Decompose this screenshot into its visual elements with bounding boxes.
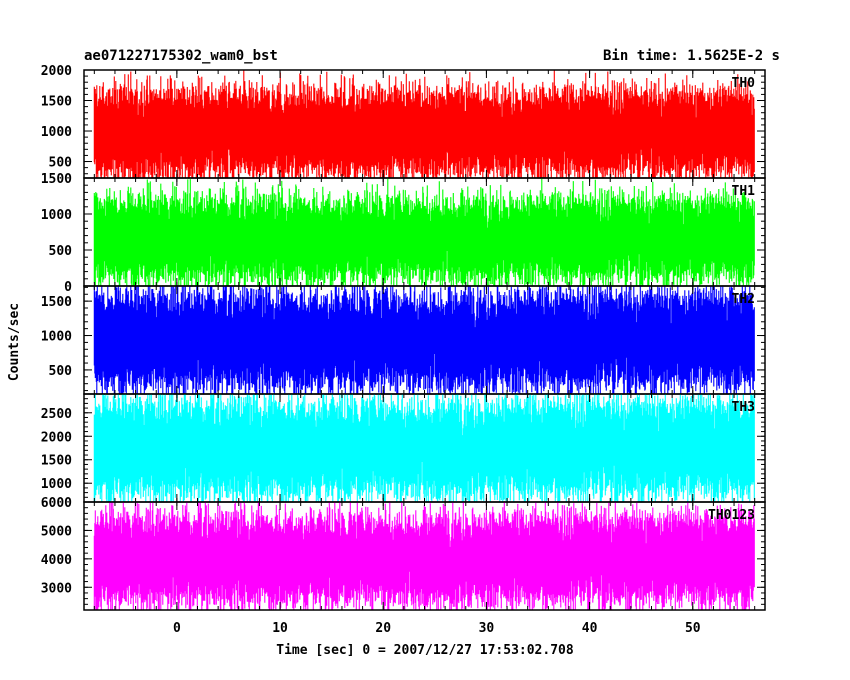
x-tick-label: 10	[272, 621, 288, 636]
x-axis-label: Time [sec] 0 = 2007/12/27 17:53:02.708	[276, 643, 574, 658]
y-tick-label: 4000	[41, 553, 72, 568]
y-tick-label: 1000	[41, 125, 72, 140]
panel-label-th3: TH3	[732, 400, 755, 415]
y-tick-label: 2000	[41, 430, 72, 445]
y-axis-label: Counts/sec	[7, 303, 22, 381]
y-tick-label: 1000	[41, 477, 72, 492]
y-tick-label: 1500	[41, 172, 72, 187]
y-tick-label: 1500	[41, 454, 72, 469]
panel-th1: 0 500 1000 1500 TH1	[41, 172, 766, 295]
y-tick-label: 500	[49, 156, 73, 171]
y-tick-label: 500	[49, 244, 73, 259]
y-tick-label: 1000	[41, 330, 72, 345]
y-tick-label: 6000	[41, 496, 72, 511]
x-tick-label: 40	[582, 621, 598, 636]
y-tick-label: 1500	[41, 95, 72, 110]
y-tick-label: 5000	[41, 524, 72, 539]
y-tick-label: 500	[49, 364, 73, 379]
series-th1	[93, 178, 755, 286]
y-tick-label: 2500	[41, 407, 72, 422]
x-tick-label: 30	[479, 621, 495, 636]
y-tick-label: 2000	[41, 64, 72, 79]
series-th0	[93, 70, 755, 178]
x-tick-label: 50	[685, 621, 701, 636]
panel-label-th0: TH0	[732, 76, 756, 91]
x-axis: 0 10 20 30 40 50	[173, 621, 701, 636]
y-tick-label: 0	[64, 280, 72, 295]
panel-label-th1: TH1	[732, 184, 756, 199]
x-tick-label: 20	[375, 621, 391, 636]
y-tick-label: 1000	[41, 208, 72, 223]
panel-th3: 1000 1500 2000 2500 TH3	[41, 393, 766, 503]
panels-group: 500 1000 1500 2000 TH0 0 500 1000 1500 TH1 500 1000…	[41, 64, 766, 611]
x-tick-label: 0	[173, 621, 181, 636]
panel-label-th2: TH2	[732, 292, 755, 307]
series-th0123	[93, 502, 755, 610]
panel-th2: 500 1000 1500 TH2	[41, 285, 766, 395]
y-tick-label: 1500	[41, 295, 72, 310]
chart-title: ae071227175302_wam0_bst	[84, 48, 278, 64]
panel-label-th0123: TH0123	[708, 508, 755, 523]
series-th2	[93, 286, 755, 394]
series-th3	[93, 394, 755, 502]
y-tick-label: 3000	[41, 581, 72, 596]
panel-th0: 500 1000 1500 2000 TH0	[41, 64, 766, 179]
panel-th0123: 3000 4000 5000 6000 TH0123	[41, 496, 766, 611]
bin-time-label: Bin time: 1.5625E-2 s	[603, 48, 780, 64]
